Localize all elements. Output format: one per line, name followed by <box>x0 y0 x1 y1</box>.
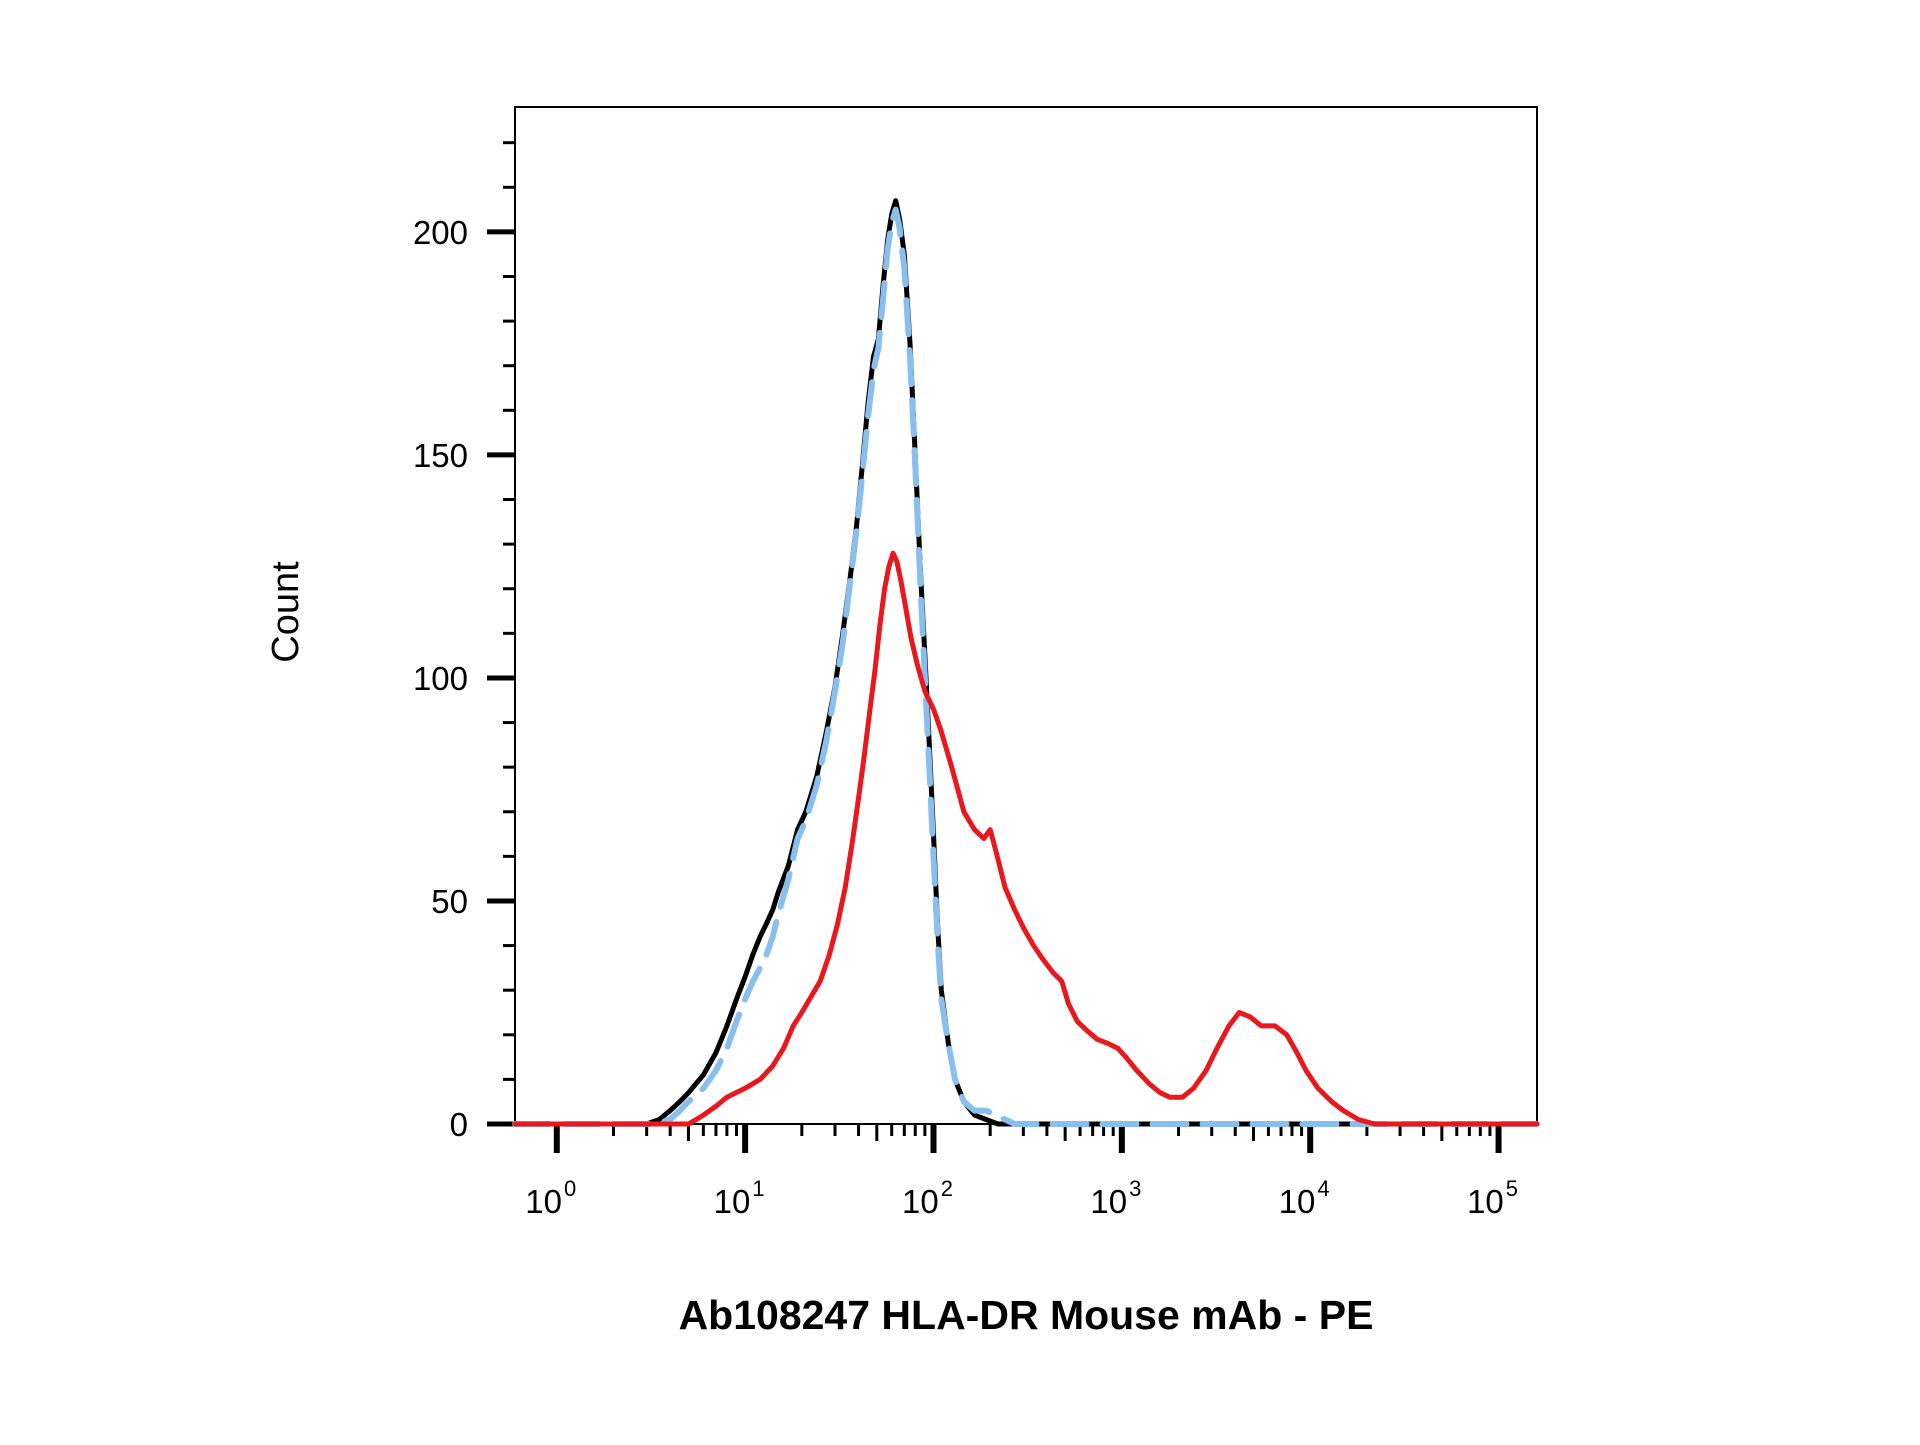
y-axis-label: Count <box>265 561 307 663</box>
x-tick-label: 104 <box>1279 1176 1330 1220</box>
x-tick-label: 101 <box>714 1176 765 1220</box>
series-line-2 <box>512 206 1540 1127</box>
plot-frame <box>514 106 1538 1125</box>
y-tick-label: 150 <box>413 437 468 474</box>
x-axis: 100 101 102 103 104 105 <box>525 1124 1518 1220</box>
series-layer <box>512 198 1540 1127</box>
y-tick-label: 50 <box>431 883 468 920</box>
x-tick-label: 103 <box>1090 1176 1141 1220</box>
series-line-3 <box>512 550 1540 1127</box>
x-tick-label: 100 <box>525 1176 576 1220</box>
x-tick-label: 102 <box>902 1176 953 1220</box>
y-tick-label: 200 <box>413 214 468 251</box>
x-tick-label: 105 <box>1467 1176 1518 1220</box>
y-axis: 0 50 100 150 200 <box>413 141 515 1143</box>
x-axis-label: Ab108247 HLA-DR Mouse mAb - PE <box>679 1292 1374 1338</box>
y-tick-label: 0 <box>450 1106 468 1143</box>
series-line-1 <box>512 198 1540 1127</box>
y-tick-label: 100 <box>413 660 468 697</box>
